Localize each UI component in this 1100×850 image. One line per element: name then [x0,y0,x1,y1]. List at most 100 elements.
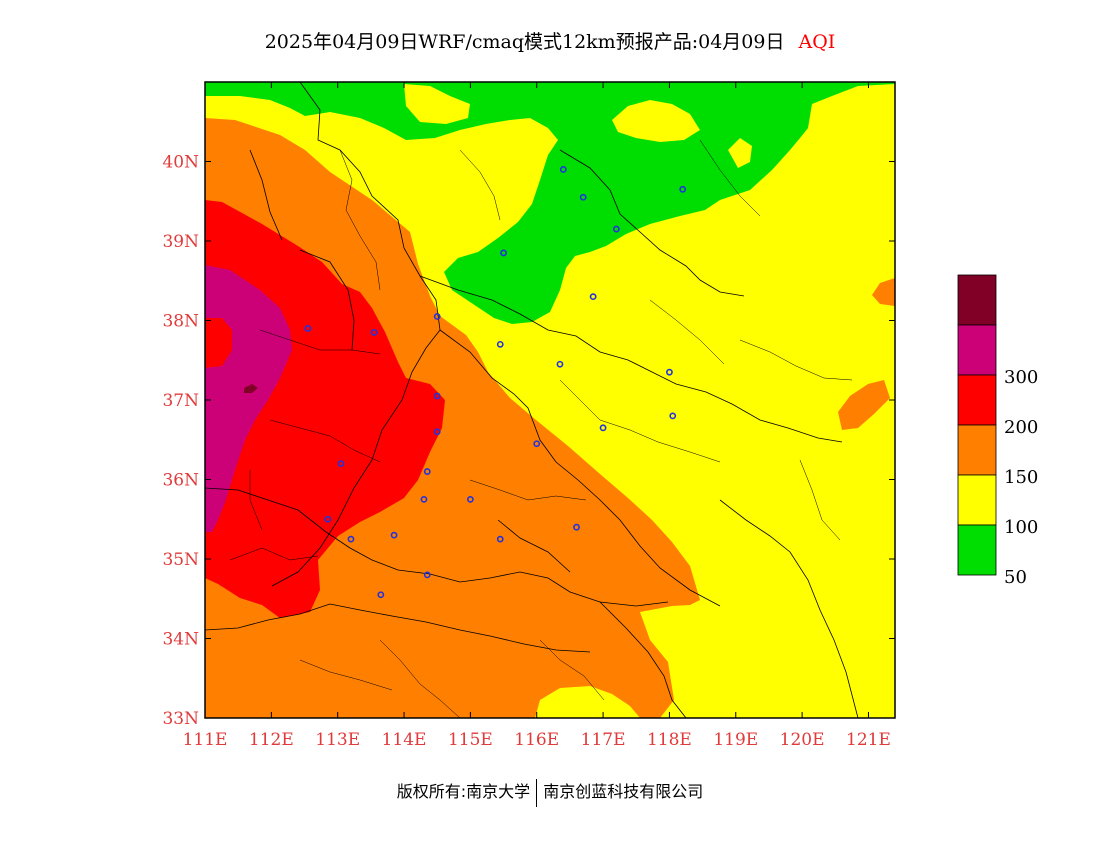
aqi-legend: 300 200 150 100 50 [957,274,1038,588]
legend-label: 200 [1004,417,1038,438]
station-marker [433,428,441,436]
aqi-zone-usg-east-edge [872,278,895,306]
legend-swatch [957,324,997,376]
lat-tick-label: 34N [162,630,199,650]
station-marker [496,340,504,348]
province-border [299,249,355,351]
lon-tick-label: 119E [713,730,758,750]
aqi-zone-moderate-north-c [404,84,470,124]
station-markers [304,166,687,599]
station-marker [579,193,587,201]
lon-tick-label: 121E [846,730,891,750]
aqi-zone-moderate-north-a [612,100,700,142]
variable-label: AQI [798,31,836,53]
legend-label: 300 [1004,367,1038,388]
aqi-zone-usg-east [838,380,890,430]
station-marker [666,368,673,376]
county-border [559,379,601,421]
county-border [269,419,381,463]
county-border [649,299,725,365]
aqi-zone-hazardous [244,384,258,393]
province-borders [205,82,859,718]
county-border [299,659,393,691]
province-border [719,499,859,718]
lat-tick-label: 35N [162,550,199,570]
station-marker [559,166,567,173]
lon-tick-label: 111E [183,730,228,750]
title-text: 2025年04月09日WRF/cmaq模式12km预报产品:04月09日 [264,31,785,53]
map-title: 2025年04月09日WRF/cmaq模式12km预报产品:04月09日 AQI [0,27,1100,54]
aqi-fill-layer [205,82,895,718]
station-marker [390,531,398,539]
station-marker [556,360,564,368]
lon-tick-label: 120E [780,730,825,750]
aqi-zone-usg [205,118,700,718]
station-marker [433,313,441,320]
station-marker [669,412,677,420]
station-marker [370,329,378,336]
legend-label: 100 [1004,517,1038,538]
station-marker [420,495,428,503]
county-border [799,459,841,541]
station-marker [377,591,385,599]
county-border [469,479,587,501]
county-border [459,149,501,221]
legend-swatch [957,524,997,576]
county-border [599,419,721,463]
aqi-zone-good-north [205,82,895,324]
province-border [559,149,745,297]
legend-label: 50 [1004,567,1027,588]
station-marker [679,185,687,193]
lon-tick-label: 117E [581,730,626,750]
station-marker [337,460,345,467]
legend-swatch [957,374,997,426]
county-border [339,149,381,291]
axis-ticks: 111E 112E 113E 114E 115E 116E 117E 118E 119E 120E… [162,82,895,750]
station-marker [347,535,355,543]
copyright-owner: 版权所有:南京大学 [396,782,531,801]
aqi-zone-unhealthy-inner [205,318,232,368]
aqi-zone-moderate-south [535,686,640,718]
province-border [419,275,843,443]
legend-swatch [957,274,997,326]
legend-swatch [957,474,997,526]
province-border [205,603,591,653]
station-marker [304,325,312,332]
legend-label: 150 [1004,467,1038,488]
province-border [249,149,283,241]
lon-tick-label: 112E [249,730,294,750]
county-border [259,329,381,355]
lat-tick-label: 37N [162,391,199,411]
copyright-company: 南京创蓝科技有限公司 [543,782,704,801]
county-borders [229,139,853,718]
aqi-zone-moderate-north-b [728,138,752,168]
lat-tick-label: 36N [162,471,199,491]
station-marker [500,249,507,257]
station-marker [573,523,580,531]
station-marker [589,293,597,301]
lat-tick-label: 38N [162,312,199,332]
lon-tick-label: 114E [382,730,427,750]
county-border [229,547,319,561]
station-marker [433,392,441,400]
station-marker [533,440,541,448]
station-marker [423,468,431,475]
footer-divider [536,778,538,807]
station-marker [496,535,504,543]
county-border [739,339,853,381]
lon-tick-label: 118E [647,730,692,750]
station-marker [466,495,474,503]
province-border [439,329,721,607]
county-border [379,639,461,718]
province-border [497,519,571,573]
station-marker [423,571,431,579]
lat-tick-label: 39N [162,232,199,252]
county-border [539,639,605,701]
lon-tick-label: 116E [514,730,559,750]
province-border [599,601,687,718]
lon-tick-label: 113E [315,730,360,750]
station-marker [324,515,332,523]
station-marker [599,424,607,432]
station-marker [612,225,620,233]
